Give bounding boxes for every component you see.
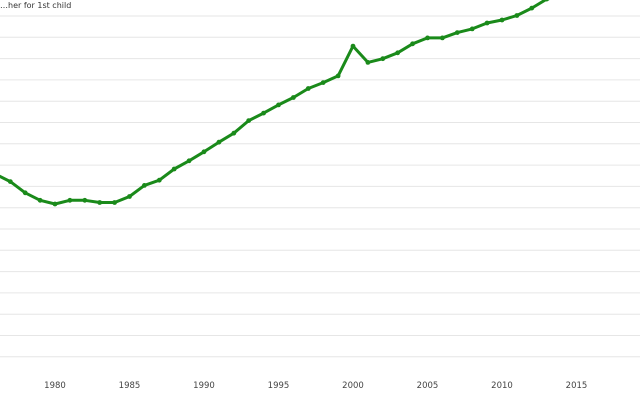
data-point[interactable] [37, 197, 43, 203]
x-axis: 1980 1985 1990 1995 2000 2005 2010 2015 [44, 381, 587, 391]
data-point[interactable] [127, 194, 132, 199]
x-tick-label: 2010 [491, 381, 513, 391]
data-point[interactable] [52, 201, 58, 207]
x-tick-label: 1980 [44, 381, 66, 391]
data-point[interactable] [320, 80, 326, 85]
data-point[interactable] [261, 110, 266, 116]
data-point[interactable] [231, 130, 237, 136]
data-point[interactable] [425, 35, 430, 41]
data-point[interactable] [291, 95, 296, 100]
data-point[interactable] [22, 190, 28, 196]
x-tick-label: 2015 [566, 381, 588, 391]
x-tick-label: 2000 [342, 381, 364, 391]
data-point[interactable] [440, 35, 445, 41]
data-point[interactable] [305, 86, 311, 91]
data-point[interactable] [112, 200, 117, 205]
data-point[interactable] [380, 56, 386, 62]
data-point[interactable] [67, 197, 73, 203]
data-point[interactable] [186, 158, 192, 164]
x-tick-label: 1990 [193, 381, 215, 391]
data-point[interactable] [484, 20, 490, 26]
data-point[interactable] [514, 13, 520, 18]
data-point[interactable] [335, 73, 341, 79]
data-point[interactable] [395, 50, 401, 56]
data-point[interactable] [350, 43, 356, 49]
data-point[interactable] [156, 177, 162, 183]
data-point[interactable] [82, 197, 88, 203]
data-point[interactable] [216, 139, 222, 145]
data-point[interactable] [365, 60, 371, 65]
series-layer [0, 0, 550, 207]
x-tick-label: 1995 [268, 381, 290, 391]
data-point[interactable] [276, 102, 281, 108]
data-point[interactable] [142, 183, 147, 188]
data-point[interactable] [246, 118, 252, 123]
data-point[interactable] [529, 5, 535, 11]
x-tick-label: 2005 [417, 381, 439, 391]
data-point[interactable] [544, 0, 549, 2]
data-point[interactable] [499, 17, 505, 23]
data-point[interactable] [171, 166, 177, 172]
x-tick-label: 1985 [119, 381, 141, 391]
series-line [0, 0, 550, 206]
data-point[interactable] [469, 26, 475, 32]
data-point[interactable] [97, 200, 103, 205]
data-point[interactable] [410, 41, 415, 47]
data-point[interactable] [7, 179, 13, 185]
data-point[interactable] [454, 30, 460, 35]
data-point[interactable] [201, 149, 207, 155]
gridlines [0, 15, 640, 358]
chart-title: …her for 1st child [0, 1, 71, 10]
